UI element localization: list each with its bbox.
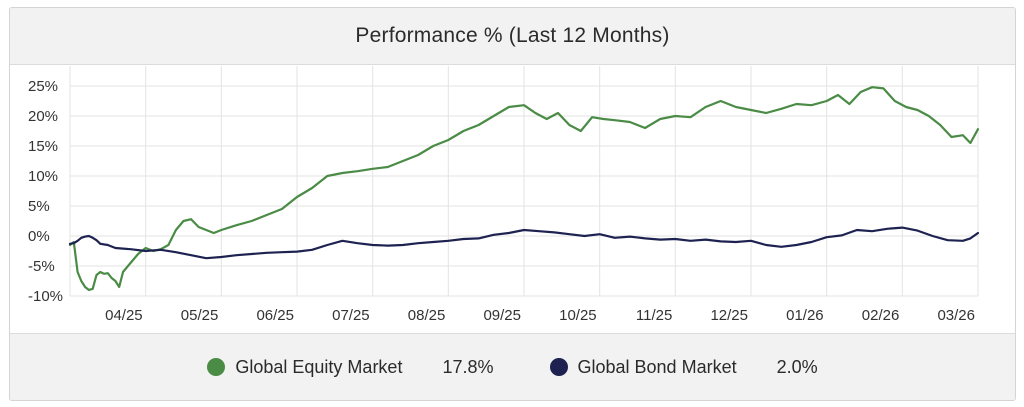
y-tick-label: 5% — [28, 198, 50, 215]
legend-marker-bond — [549, 358, 568, 376]
x-tick-label: 08/25 — [408, 307, 446, 324]
y-tick-label: 10% — [28, 168, 58, 185]
legend: Global Equity Market 17.8% Global Bond M… — [10, 333, 1015, 400]
x-tick-label: 12/25 — [710, 307, 748, 324]
y-tick-label: 0% — [28, 228, 50, 245]
chart-title: Performance % (Last 12 Months) — [355, 24, 670, 47]
x-tick-label: 10/25 — [559, 307, 597, 324]
x-tick-label: 09/25 — [483, 307, 521, 324]
title-bar: Performance % (Last 12 Months) — [10, 8, 1015, 65]
x-tick-label: 06/25 — [256, 307, 294, 324]
series-line-equity — [68, 86, 980, 292]
x-tick-label: 11/25 — [636, 307, 672, 324]
y-tick-label: 15% — [28, 138, 58, 155]
x-tick-label: 03/26 — [937, 307, 975, 324]
x-tick-label: 04/25 — [105, 307, 143, 324]
legend-item-bond[interactable]: Global Bond Market 2.0% — [549, 356, 818, 378]
series-line-bond — [68, 226, 980, 260]
x-tick-label: 01/26 — [786, 307, 824, 324]
legend-label-bond: Global Bond Market — [577, 356, 737, 377]
x-tick-label: 02/26 — [862, 307, 900, 324]
legend-label-equity: Global Equity Market — [235, 356, 403, 377]
chart-card: Performance % (Last 12 Months) Global Eq… — [9, 7, 1016, 401]
y-tick-label: 25% — [28, 78, 58, 95]
legend-value-bond: 2.0% — [776, 356, 818, 377]
legend-marker-equity — [207, 358, 226, 376]
y-tick-label: -10% — [28, 288, 63, 305]
x-tick-label: 07/25 — [332, 307, 370, 324]
legend-item-equity[interactable]: Global Equity Market 17.8% — [207, 356, 494, 378]
y-tick-label: 20% — [28, 108, 58, 125]
x-tick-label: 05/25 — [181, 307, 219, 324]
y-tick-label: -5% — [28, 258, 55, 275]
legend-value-equity: 17.8% — [442, 356, 494, 377]
